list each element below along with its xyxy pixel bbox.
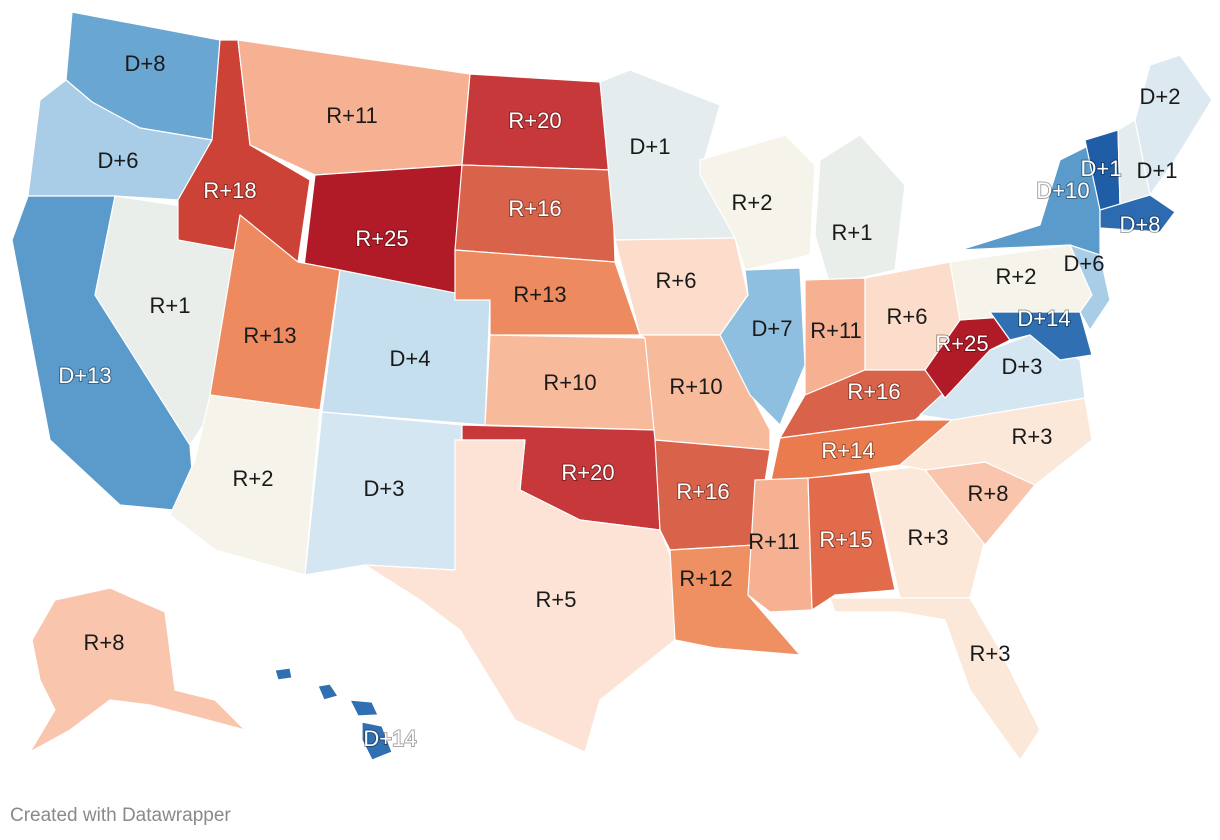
label-WI: R+2 bbox=[732, 190, 773, 215]
label-TX: R+5 bbox=[536, 587, 577, 612]
label-NH: D+1 bbox=[1137, 158, 1178, 183]
label-MN: D+1 bbox=[630, 134, 671, 159]
datawrapper-credit: Created with Datawrapper bbox=[10, 805, 231, 826]
label-VA: D+3 bbox=[1002, 354, 1043, 379]
state-FL[interactable] bbox=[829, 597, 1041, 761]
label-NY: D+10 bbox=[1036, 178, 1089, 203]
state-HI[interactable] bbox=[274, 667, 393, 761]
label-MA: D+8 bbox=[1120, 212, 1161, 237]
label-NJ: D+6 bbox=[1064, 251, 1105, 276]
label-AZ: R+2 bbox=[233, 466, 274, 491]
label-AL: R+15 bbox=[819, 527, 872, 552]
label-HI: D+14 bbox=[363, 726, 416, 751]
state-MS[interactable] bbox=[747, 477, 813, 613]
label-TN: R+14 bbox=[821, 438, 874, 463]
us-map: D+8 D+6 D+13 R+1 R+18 R+11 R+25 R+13 R+2 D+4 D+3 R+… bbox=[11, 11, 1213, 761]
state-AK[interactable] bbox=[29, 587, 246, 753]
label-ID: R+18 bbox=[203, 178, 256, 203]
label-VT: D+1 bbox=[1081, 156, 1122, 181]
label-CO: D+4 bbox=[390, 346, 431, 371]
label-MD: D+14 bbox=[1017, 306, 1070, 331]
label-IN: R+11 bbox=[810, 318, 862, 343]
state-UT[interactable] bbox=[209, 214, 341, 411]
state-TX[interactable] bbox=[364, 439, 676, 753]
label-GA: R+3 bbox=[908, 525, 949, 550]
state-MA[interactable] bbox=[1099, 194, 1176, 233]
label-SC: R+8 bbox=[968, 481, 1009, 506]
label-KY: R+16 bbox=[847, 379, 900, 404]
label-CA: D+13 bbox=[58, 363, 111, 388]
label-AR: R+16 bbox=[676, 479, 729, 504]
label-FL: R+3 bbox=[970, 641, 1011, 666]
label-LA: R+12 bbox=[679, 566, 732, 591]
label-ME: D+2 bbox=[1140, 84, 1181, 109]
label-ND: R+20 bbox=[508, 108, 561, 133]
state-MD[interactable] bbox=[989, 311, 1093, 361]
label-MO: R+10 bbox=[669, 374, 722, 399]
label-NE: R+13 bbox=[513, 282, 566, 307]
state-shapes bbox=[11, 11, 1213, 761]
label-SD: R+16 bbox=[508, 196, 561, 221]
label-WA: D+8 bbox=[125, 51, 166, 76]
label-PA: R+2 bbox=[996, 264, 1037, 289]
label-NM: D+3 bbox=[364, 476, 405, 501]
label-IA: R+6 bbox=[656, 268, 697, 293]
label-AK: R+8 bbox=[84, 630, 125, 655]
label-OH: R+6 bbox=[887, 304, 928, 329]
label-IL: D+7 bbox=[752, 316, 793, 341]
state-NJ[interactable] bbox=[1069, 244, 1111, 331]
state-WI[interactable] bbox=[699, 134, 816, 271]
label-WY: R+25 bbox=[355, 226, 408, 251]
label-WV: R+25 bbox=[935, 331, 988, 356]
state-IL[interactable] bbox=[719, 267, 806, 426]
state-AL[interactable] bbox=[807, 471, 896, 611]
state-MI[interactable] bbox=[814, 134, 906, 286]
state-AZ[interactable] bbox=[169, 394, 321, 576]
label-MI: R+1 bbox=[832, 220, 873, 245]
label-UT: R+13 bbox=[243, 323, 296, 348]
label-NV: R+1 bbox=[150, 293, 191, 318]
label-OK: R+20 bbox=[561, 460, 614, 485]
label-MS: R+11 bbox=[748, 529, 800, 554]
label-OR: D+6 bbox=[98, 148, 139, 173]
state-labels: D+8 D+6 D+13 R+1 R+18 R+11 R+25 R+13 R+2 D+4 D+3 R+… bbox=[57, 51, 1181, 752]
label-NC: R+3 bbox=[1012, 424, 1053, 449]
label-KS: R+10 bbox=[543, 370, 596, 395]
label-MT: R+11 bbox=[326, 103, 378, 128]
